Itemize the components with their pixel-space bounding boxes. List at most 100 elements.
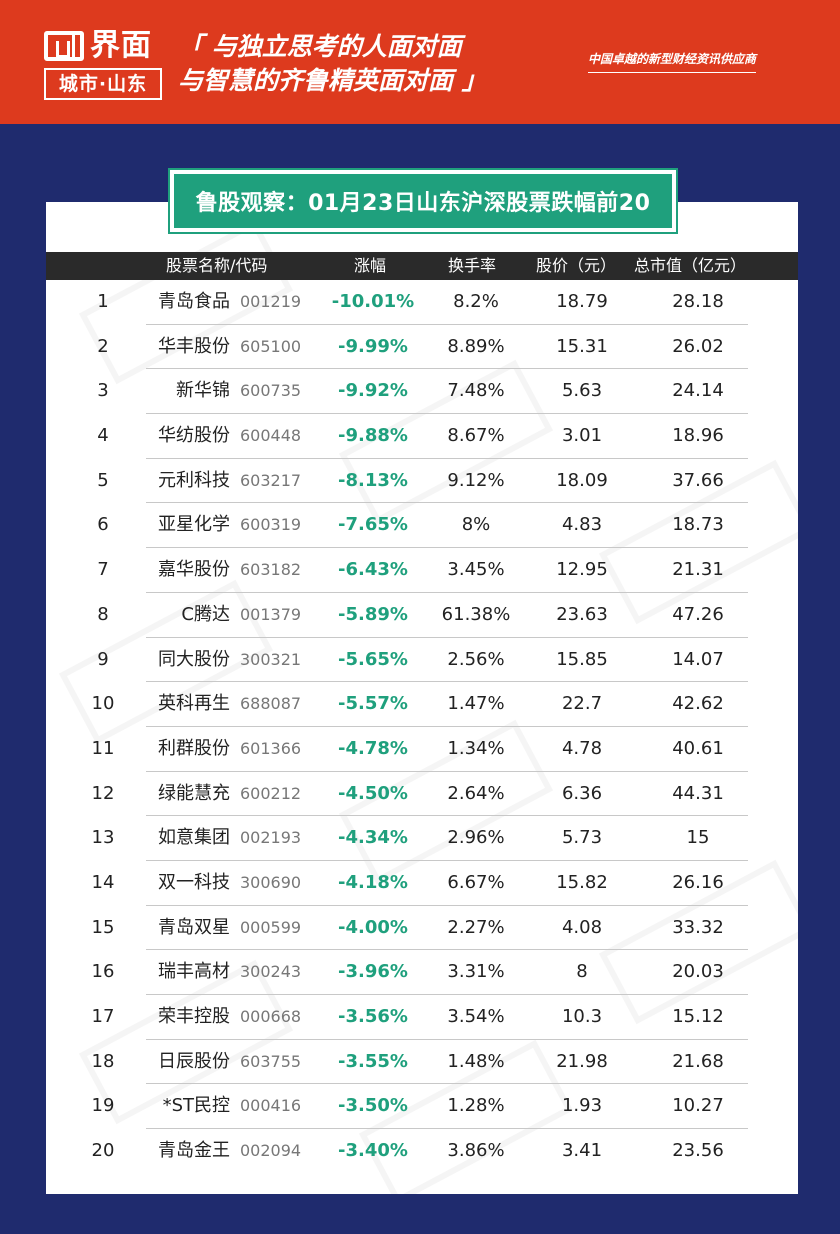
- rank: 6: [97, 514, 109, 536]
- turnover: 1.48%: [447, 1050, 505, 1072]
- change-pct: -4.50%: [338, 782, 408, 804]
- change-pct: -4.78%: [338, 737, 408, 759]
- stock-name: 新华锦: [176, 380, 230, 402]
- page-title: 鲁股观察：01月23日山东沪深股票跌幅前20: [170, 170, 676, 232]
- price: 8: [576, 961, 588, 983]
- table-row[interactable]: 12 绿能慧充 600212 -4.50% 2.64% 6.36 44.31: [46, 772, 798, 817]
- rank: 1: [97, 291, 109, 312]
- price: 4.83: [561, 514, 603, 536]
- price: 15.31: [556, 335, 608, 357]
- change-pct: -4.18%: [338, 871, 408, 893]
- turnover: 61.38%: [441, 603, 511, 625]
- table-row[interactable]: 20 青岛金王 002094 -3.40% 3.86% 3.41 23.56: [46, 1129, 798, 1174]
- change-pct: -4.34%: [338, 827, 408, 849]
- rank: 5: [97, 469, 109, 491]
- table-row[interactable]: 9 同大股份 300321 -5.65% 2.56% 15.85 14.07: [46, 638, 798, 683]
- market-cap: 14.07: [672, 648, 724, 670]
- change-pct: -5.65%: [338, 648, 408, 670]
- price: 1.93: [561, 1095, 603, 1117]
- row-divider: [146, 591, 748, 593]
- table-row[interactable]: 7 嘉华股份 603182 -6.43% 3.45% 12.95 21.31: [46, 548, 798, 593]
- table-row[interactable]: 13 如意集团 002193 -4.34% 2.96% 5.73 15: [46, 816, 798, 861]
- table-row[interactable]: 2 华丰股份 605100 -9.99% 8.89% 15.31 26.02: [46, 325, 798, 370]
- turnover: 1.47%: [447, 693, 505, 715]
- price: 12.95: [556, 559, 608, 581]
- table-row[interactable]: 17 荣丰控股 000668 -3.56% 3.54% 10.3 15.12: [46, 995, 798, 1040]
- market-cap: 20.03: [672, 961, 724, 983]
- turnover: 8.89%: [447, 335, 505, 357]
- row-divider: [146, 904, 748, 906]
- table-row[interactable]: 15 青岛双星 000599 -4.00% 2.27% 4.08 33.32: [46, 906, 798, 951]
- rank: 17: [91, 1006, 115, 1027]
- table-row[interactable]: 11 利群股份 601366 -4.78% 1.34% 4.78 40.61: [46, 727, 798, 772]
- rank: 4: [97, 425, 109, 447]
- row-divider: [146, 725, 748, 727]
- stock-name: *ST民控: [162, 1095, 230, 1117]
- row-divider: [146, 681, 748, 683]
- table-row[interactable]: 4 华纺股份 600448 -9.88% 8.67% 3.01 18.96: [46, 414, 798, 459]
- stock-code: 000416: [240, 1096, 302, 1116]
- col-header-turnover: 换手率: [448, 256, 497, 275]
- table-row[interactable]: 14 双一科技 300690 -4.18% 6.67% 15.82 26.16: [46, 861, 798, 906]
- header-banner: 界面 城市·山东 「 与独立思考的人面对面 与智慧的齐鲁精英面对面 」 中国卓越…: [0, 0, 840, 124]
- table-row[interactable]: 3 新华锦 600735 -9.92% 7.48% 5.63 24.14: [46, 369, 798, 415]
- turnover: 2.96%: [447, 827, 505, 849]
- turnover: 2.64%: [447, 782, 505, 804]
- row-divider: [146, 1128, 748, 1130]
- table-row[interactable]: 18 日辰股份 603755 -3.55% 1.48% 21.98 21.68: [46, 1040, 798, 1085]
- stock-name: 嘉华股份: [158, 559, 230, 581]
- price: 23.63: [556, 603, 608, 625]
- tagline: 中国卓越的新型财经资讯供应商: [588, 50, 757, 73]
- slogan-line-1: 「 与独立思考的人面对面: [178, 32, 462, 61]
- row-divider: [146, 323, 748, 325]
- stock-name: 青岛食品: [158, 291, 230, 312]
- table-row[interactable]: 8 C腾达 001379 -5.89% 61.38% 23.63 47.26: [46, 593, 798, 638]
- stock-name: 荣丰控股: [158, 1006, 230, 1027]
- market-cap: 40.61: [672, 737, 724, 759]
- price: 3.01: [561, 425, 603, 447]
- col-header-name-code: 股票名称/代码: [166, 256, 268, 275]
- rank: 10: [91, 693, 115, 715]
- logo-mark-icon: [44, 31, 84, 61]
- stock-name: 青岛双星: [158, 916, 230, 938]
- row-divider: [146, 457, 748, 459]
- table-row[interactable]: 19 *ST民控 000416 -3.50% 1.28% 1.93 10.27: [46, 1084, 798, 1130]
- stock-code: 300321: [240, 649, 302, 669]
- rank: 11: [91, 737, 115, 759]
- stock-name: 双一科技: [158, 871, 230, 893]
- table-row[interactable]: 10 英科再生 688087 -5.57% 1.47% 22.7 42.62: [46, 682, 798, 727]
- logo-subtitle: 城市·山东: [44, 68, 162, 100]
- table-row[interactable]: 5 元利科技 603217 -8.13% 9.12% 18.09 37.66: [46, 459, 798, 504]
- turnover: 2.27%: [447, 916, 505, 938]
- market-cap: 10.27: [672, 1095, 724, 1117]
- rank: 16: [91, 961, 115, 983]
- table-row[interactable]: 16 瑞丰高材 300243 -3.96% 3.31% 8 20.03: [46, 950, 798, 995]
- market-cap: 15: [686, 827, 710, 849]
- row-divider: [146, 1038, 748, 1040]
- stock-code: 603182: [240, 560, 302, 580]
- change-pct: -3.40%: [338, 1140, 408, 1162]
- jiemian-logo[interactable]: 界面 城市·山东: [44, 28, 162, 100]
- change-pct: -8.13%: [338, 469, 408, 491]
- stock-name: 利群股份: [158, 737, 230, 759]
- stock-code: 603217: [240, 470, 302, 490]
- table-row[interactable]: 1 青岛食品 001219 -10.01% 8.2% 18.79 28.18: [46, 280, 798, 325]
- row-divider: [146, 815, 748, 817]
- market-cap: 24.14: [672, 380, 724, 402]
- stock-name: 华丰股份: [158, 335, 230, 357]
- stock-name: 绿能慧充: [158, 782, 230, 804]
- stock-code: 601366: [240, 738, 302, 758]
- rank: 18: [91, 1050, 115, 1072]
- row-divider: [146, 994, 748, 995]
- stock-table: 1 青岛食品 001219 -10.01% 8.2% 18.79 28.18 2 华丰股份 60…: [46, 280, 798, 1174]
- turnover: 8.67%: [447, 425, 505, 447]
- turnover: 3.45%: [447, 559, 505, 581]
- market-cap: 26.16: [672, 871, 724, 893]
- table-row[interactable]: 6 亚星化学 600319 -7.65% 8% 4.83 18.73: [46, 503, 798, 549]
- stock-code: 603755: [240, 1051, 302, 1071]
- market-cap: 28.18: [672, 291, 724, 312]
- change-pct: -3.96%: [338, 961, 408, 983]
- price: 15.85: [556, 648, 608, 670]
- market-cap: 42.62: [672, 693, 724, 715]
- stock-code: 300243: [240, 962, 302, 982]
